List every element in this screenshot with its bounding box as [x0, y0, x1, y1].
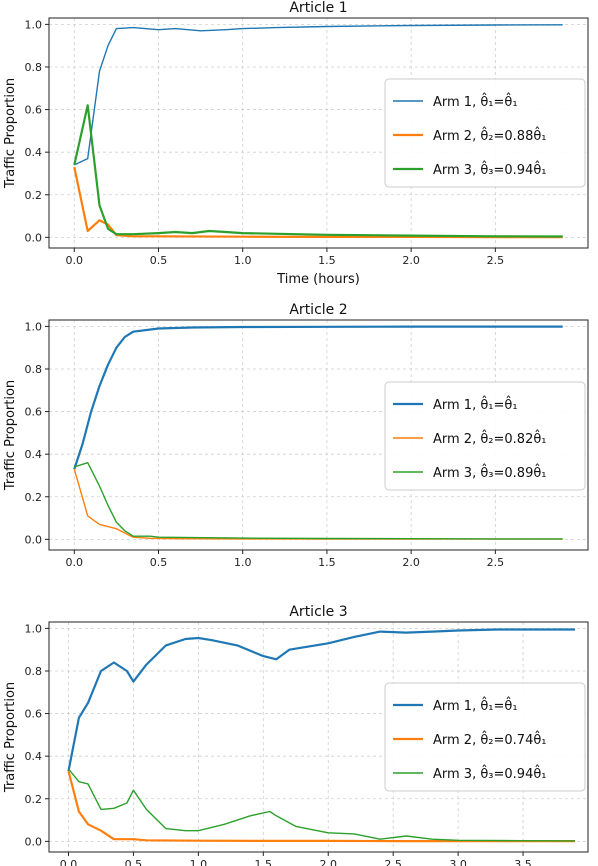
- y-tick-label: 0.0: [25, 231, 43, 244]
- legend-entry-arm-3: Arm 3, θ̂₃=0.89θ̂₁: [433, 464, 547, 481]
- x-tick-label: 1.0: [234, 254, 252, 267]
- y-tick-label: 0.4: [25, 750, 43, 763]
- legend-entry-arm-2: Arm 2, θ̂₂=0.74θ̂₁: [433, 731, 547, 748]
- plot-frame: [48, 17, 589, 249]
- chart-title: Article 1: [289, 0, 347, 16]
- y-tick-label: 0.8: [25, 61, 43, 74]
- y-tick-label: 0.8: [25, 363, 43, 376]
- x-tick-label: 0.0: [60, 858, 78, 866]
- series-line-arm-2: [73, 166, 563, 239]
- y-tick-label: 0.4: [25, 146, 43, 159]
- y-tick-label: 0.4: [25, 448, 43, 461]
- chart-3: 0.0 0.5 1.0 1.5 2.0 2.5 3.0 3.5 0.0 0.2 0.4 0.6 0.8 1…: [3, 604, 589, 866]
- x-tick-label: 0.5: [150, 254, 168, 267]
- y-tick-label: 0.6: [25, 104, 43, 117]
- x-tick-label: 0.5: [150, 556, 168, 569]
- series-line-arm-1: [74, 24, 563, 166]
- legend-entry-arm-1: Arm 1, θ̂₁=θ̂₁: [433, 697, 518, 714]
- x-tick-label: 1.5: [255, 858, 273, 866]
- x-tick-label: 2.0: [402, 254, 420, 267]
- y-tick-label: 0.0: [25, 835, 43, 848]
- x-tick-label: 2.5: [487, 254, 505, 267]
- x-tick-label: 3.5: [514, 858, 532, 866]
- legend-entry-arm-2: Arm 2, θ̂₂=0.82θ̂₁: [433, 430, 547, 447]
- y-axis-label: Traffic Proportion: [3, 380, 18, 491]
- y-axis-label: Traffic Proportion: [3, 682, 18, 793]
- y-tick-label: 0.2: [25, 491, 43, 504]
- series-line-arm-1: [73, 325, 563, 470]
- y-tick-label: 1.0: [25, 622, 43, 635]
- y-axis-label: Traffic Proportion: [3, 78, 18, 189]
- series-line-arm-2: [67, 770, 575, 843]
- x-tick-label: 2.5: [384, 858, 402, 866]
- plot-frame: [48, 621, 589, 853]
- y-tick-label: 0.6: [25, 708, 43, 721]
- y-tick-label: 0.2: [25, 189, 43, 202]
- legend-entry-arm-2: Arm 2, θ̂₂=0.88θ̂₁: [433, 127, 547, 144]
- x-tick-label: 3.0: [449, 858, 467, 866]
- chart-title: Article 2: [289, 302, 347, 318]
- y-tick-label: 0.0: [25, 533, 43, 546]
- chart-1: 0.0 0.5 1.0 1.5 2.0 2.5 0.0 0.2 0.4 0.6 0.8 1.0 Arti…: [3, 0, 589, 287]
- legend-box: [384, 78, 586, 188]
- legend-box: [384, 682, 586, 792]
- plot-frame: [48, 319, 589, 551]
- x-tick-label: 0.0: [66, 556, 84, 569]
- series-line-arm-3: [73, 104, 563, 238]
- legend: Arm 1, θ̂₁=θ̂₁ Arm 2, θ̂₂=0.88θ̂₁ Arm 3, θ…: [384, 78, 586, 188]
- y-tick-label: 0.8: [25, 665, 43, 678]
- chart-2: 0.0 0.5 1.0 1.5 2.0 2.5 0.0 0.2 0.4 0.6 0.8 1.0 Arti…: [3, 302, 589, 569]
- series-line-arm-3: [67, 768, 576, 842]
- x-tick-label: 1.5: [318, 254, 336, 267]
- series-line-arm-3: [74, 462, 563, 540]
- y-tick-label: 0.6: [25, 406, 43, 419]
- legend-entry-arm-3: Arm 3, θ̂₃=0.94θ̂₁: [433, 161, 547, 178]
- x-tick-label: 0.5: [125, 858, 143, 866]
- x-tick-label: 1.0: [190, 858, 208, 866]
- x-tick-label: 2.0: [319, 858, 337, 866]
- legend: Arm 1, θ̂₁=θ̂₁ Arm 2, θ̂₂=0.82θ̂₁ Arm 3, θ…: [384, 381, 586, 491]
- x-tick-label: 2.0: [402, 556, 420, 569]
- y-tick-label: 1.0: [25, 18, 43, 31]
- legend-entry-arm-3: Arm 3, θ̂₃=0.94θ̂₁: [433, 765, 547, 782]
- x-tick-label: 0.0: [66, 254, 84, 267]
- legend-entry-arm-1: Arm 1, θ̂₁=θ̂₁: [433, 93, 518, 110]
- x-tick-label: 2.5: [487, 556, 505, 569]
- y-tick-label: 1.0: [25, 320, 43, 333]
- y-tick-label: 0.2: [25, 793, 43, 806]
- legend: Arm 1, θ̂₁=θ̂₁ Arm 2, θ̂₂=0.74θ̂₁ Arm 3, θ…: [384, 682, 586, 792]
- series-line-arm-1: [67, 628, 575, 772]
- x-tick-label: 1.5: [318, 556, 336, 569]
- x-axis-label: Time (hours): [276, 272, 360, 287]
- legend-box: [384, 381, 586, 491]
- chart-title: Article 3: [289, 604, 347, 620]
- legend-entry-arm-1: Arm 1, θ̂₁=θ̂₁: [433, 396, 518, 413]
- x-tick-label: 1.0: [234, 556, 252, 569]
